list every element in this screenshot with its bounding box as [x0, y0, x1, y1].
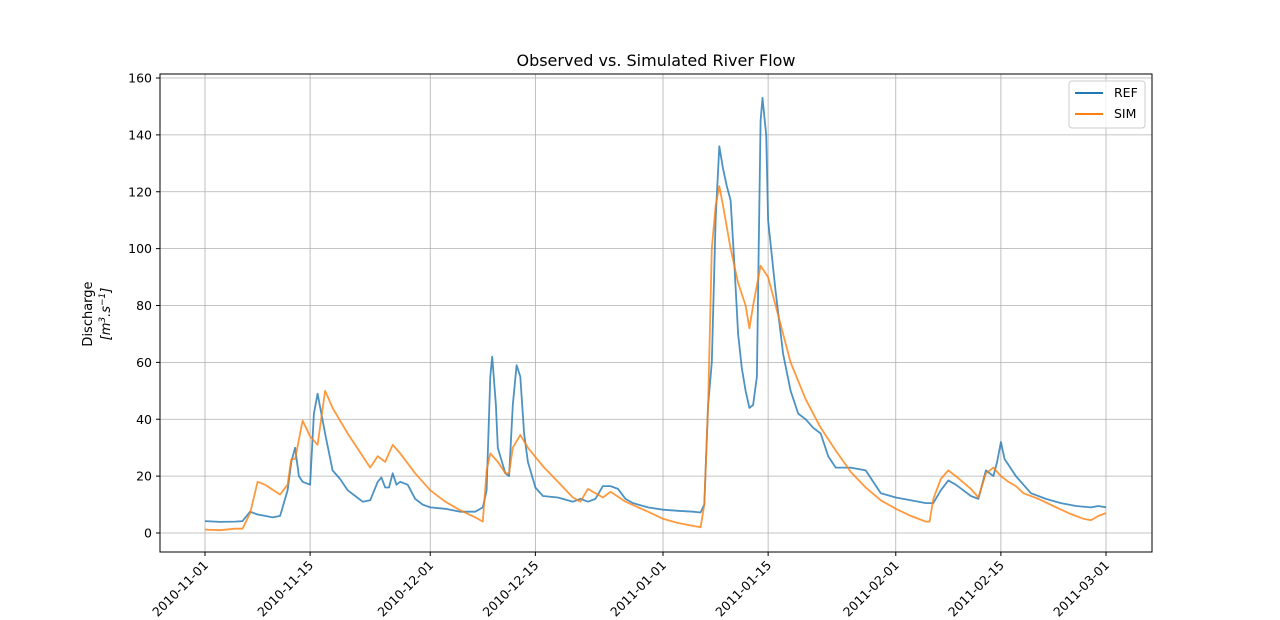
y-tick-label: 140 — [128, 127, 152, 142]
y-tick-label: 160 — [128, 71, 152, 86]
x-tick-label: 2010-11-15 — [254, 558, 316, 620]
y-tick-label: 0 — [144, 526, 152, 541]
x-tick-label: 2010-11-01 — [149, 558, 211, 620]
plot-frame — [159, 73, 1153, 553]
y-axis: 0 20 40 60 80 100 120 140 160 — [128, 71, 160, 541]
x-axis: 2010-11-01 2010-11-15 2010-12-01 2010-12-15… — [149, 552, 1112, 619]
legend: REF SIM — [1068, 80, 1146, 129]
x-tick-label: 2011-02-15 — [945, 558, 1007, 620]
x-tick-label: 2010-12-15 — [480, 558, 542, 620]
x-tick-label: 2011-03-01 — [1050, 558, 1112, 620]
series-line-ref — [204, 97, 1107, 523]
y-tick-label: 100 — [128, 241, 152, 256]
y-axis-label-line1: Discharge — [81, 281, 96, 346]
legend-label-ref: REF — [1114, 85, 1138, 100]
x-tick-label: 2010-12-01 — [374, 558, 436, 620]
y-axis-label: Discharge [m3.s−1] — [81, 281, 114, 346]
x-tick-label: 2011-01-15 — [712, 558, 774, 620]
y-tick-label: 120 — [128, 184, 152, 199]
series-layer — [204, 97, 1107, 532]
legend-label-sim: SIM — [1114, 106, 1136, 121]
series-line-sim — [204, 185, 1107, 532]
y-axis-label-unit: [m3.s−1] — [98, 288, 114, 341]
x-tick-label: 2011-01-01 — [607, 558, 669, 620]
y-tick-label: 20 — [136, 469, 152, 484]
x-tick-label: 2011-02-01 — [840, 558, 902, 620]
chart-title: Observed vs. Simulated River Flow — [516, 51, 795, 70]
grid — [160, 74, 1152, 552]
y-tick-label: 60 — [136, 355, 152, 370]
y-tick-label: 40 — [136, 412, 152, 427]
y-tick-label: 80 — [136, 298, 152, 313]
